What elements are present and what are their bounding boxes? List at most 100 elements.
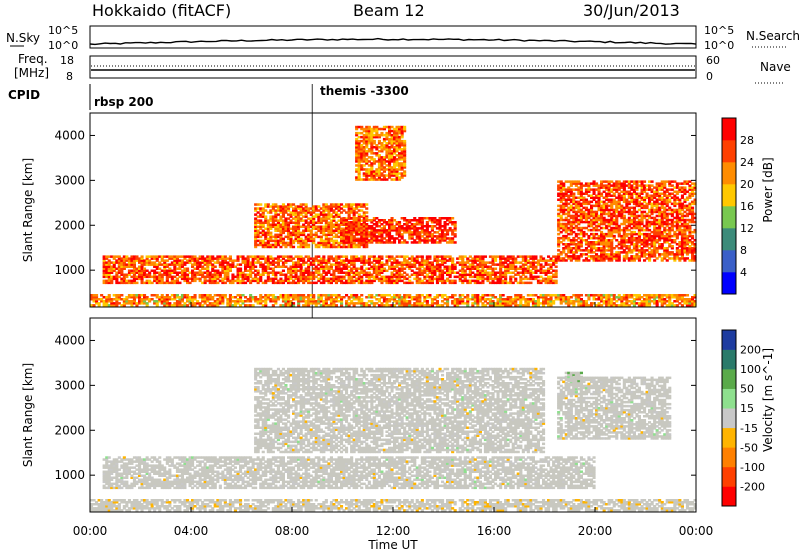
echo-cell-1 — [125, 255, 129, 258]
echo-cell-1 — [226, 279, 230, 283]
echo-cell-0 — [554, 298, 558, 301]
echo-cell-1 — [223, 269, 227, 272]
echo-cell-0 — [284, 300, 288, 303]
echo-cell-0 — [365, 296, 369, 299]
echo-cell-2 — [259, 203, 263, 206]
echo-cell-0 — [478, 296, 482, 299]
echo-cell-0 — [620, 298, 624, 301]
echo-cell-0 — [483, 300, 487, 303]
echo-cell-0 — [494, 296, 498, 299]
echo-cell-0 — [292, 298, 296, 301]
echo-cell-1 — [213, 273, 217, 276]
echo-cell-0 — [473, 294, 477, 297]
echo-cell-1 — [173, 279, 177, 283]
echo-cell-0 — [668, 294, 672, 297]
echo-cell-1 — [198, 269, 202, 272]
echo-cell-1 — [269, 261, 273, 264]
echo-cell-0 — [640, 300, 644, 303]
echo-cell-1 — [178, 259, 182, 262]
echo-cell-1 — [264, 271, 268, 274]
echo-cell-1 — [122, 263, 126, 266]
echo-cell-1 — [155, 275, 159, 279]
echo-cell-0 — [569, 302, 573, 305]
echo-cell-1 — [145, 259, 149, 262]
echo-cell-0 — [125, 298, 129, 301]
echo-cell-1 — [175, 263, 179, 266]
echo-cell-0 — [307, 294, 311, 297]
echo-cell-1 — [155, 267, 159, 270]
echo-cell-1 — [175, 267, 179, 270]
echo-cell-0 — [574, 300, 578, 303]
echo-cell-0 — [499, 294, 503, 297]
echo-cell-0 — [605, 298, 609, 301]
echo-cell-0 — [385, 300, 389, 303]
echo-cell-0 — [496, 302, 500, 305]
echo-cell-0 — [506, 300, 510, 303]
echo-cell-3 — [405, 241, 409, 244]
echo-cell-0 — [534, 300, 538, 303]
echo-cell-0 — [547, 294, 551, 297]
echo-cell-0 — [665, 300, 669, 303]
echo-cell-0 — [193, 296, 197, 299]
echo-cell-0 — [332, 302, 336, 305]
echo-cell-1 — [170, 275, 174, 279]
echo-cell-0 — [557, 296, 561, 299]
echo-cell-1 — [244, 273, 248, 276]
echo-cell-0 — [400, 296, 404, 299]
echo-cell-0 — [251, 296, 255, 299]
echo-cell-1 — [276, 281, 280, 285]
echo-cell-0 — [388, 298, 392, 301]
echo-cell-0 — [688, 302, 692, 305]
echo-cell-0 — [549, 304, 553, 307]
echo-cell-0 — [504, 298, 508, 301]
echo-cell-1 — [201, 259, 205, 262]
echo-cell-0 — [261, 300, 265, 303]
echo-cell-0 — [312, 296, 316, 299]
echo-cell-0 — [226, 300, 230, 303]
echo-cell-1 — [127, 259, 131, 262]
echo-cell-1 — [216, 257, 220, 260]
echo-cell-1 — [160, 257, 164, 260]
echo-cell-0 — [367, 294, 371, 297]
echo-cell-1 — [208, 273, 212, 276]
echo-cell-0 — [483, 294, 487, 297]
echo-cell-1 — [117, 259, 121, 262]
echo-cell-0 — [163, 300, 167, 303]
echo-cell-3 — [357, 217, 361, 220]
echo-cell-1 — [309, 263, 313, 266]
echo-cell-0 — [357, 298, 361, 301]
echo-cell-0 — [658, 300, 662, 303]
echo-cell-0 — [403, 302, 407, 305]
echo-cell-1 — [206, 261, 210, 264]
echo-cell-0 — [180, 298, 184, 301]
echo-cell-0 — [640, 302, 644, 305]
echo-cell-1 — [246, 275, 250, 279]
echo-cell-0 — [307, 304, 311, 307]
echo-cell-1 — [155, 271, 159, 274]
echo-cell-1 — [239, 269, 243, 272]
echo-cell-0 — [208, 298, 212, 301]
echo-cell-0 — [506, 298, 510, 301]
echo-cell-0 — [509, 300, 513, 303]
echo-cell-1 — [180, 271, 184, 274]
echo-cell-0 — [292, 294, 296, 297]
echo-cell-1 — [231, 265, 235, 268]
echo-cell-0 — [125, 296, 129, 299]
echo-cell-1 — [266, 265, 270, 268]
echo-cell-1 — [107, 269, 111, 272]
echo-cell-0 — [637, 298, 641, 301]
echo-cell-0 — [143, 302, 147, 305]
echo-cell-1 — [125, 273, 129, 276]
echo-cell-0 — [236, 300, 240, 303]
echo-cell-1 — [218, 273, 222, 276]
echo-cell-1 — [279, 273, 283, 276]
echo-cell-0 — [289, 296, 293, 299]
echo-cell-0 — [691, 298, 695, 301]
echo-cell-0 — [120, 304, 124, 307]
echo-cell-0 — [408, 304, 412, 307]
echo-cell-1 — [309, 257, 313, 260]
echo-cell-0 — [163, 296, 167, 299]
echo-cell-1 — [299, 277, 303, 281]
echo-cell-0 — [643, 298, 647, 301]
echo-cell-1 — [304, 277, 308, 281]
